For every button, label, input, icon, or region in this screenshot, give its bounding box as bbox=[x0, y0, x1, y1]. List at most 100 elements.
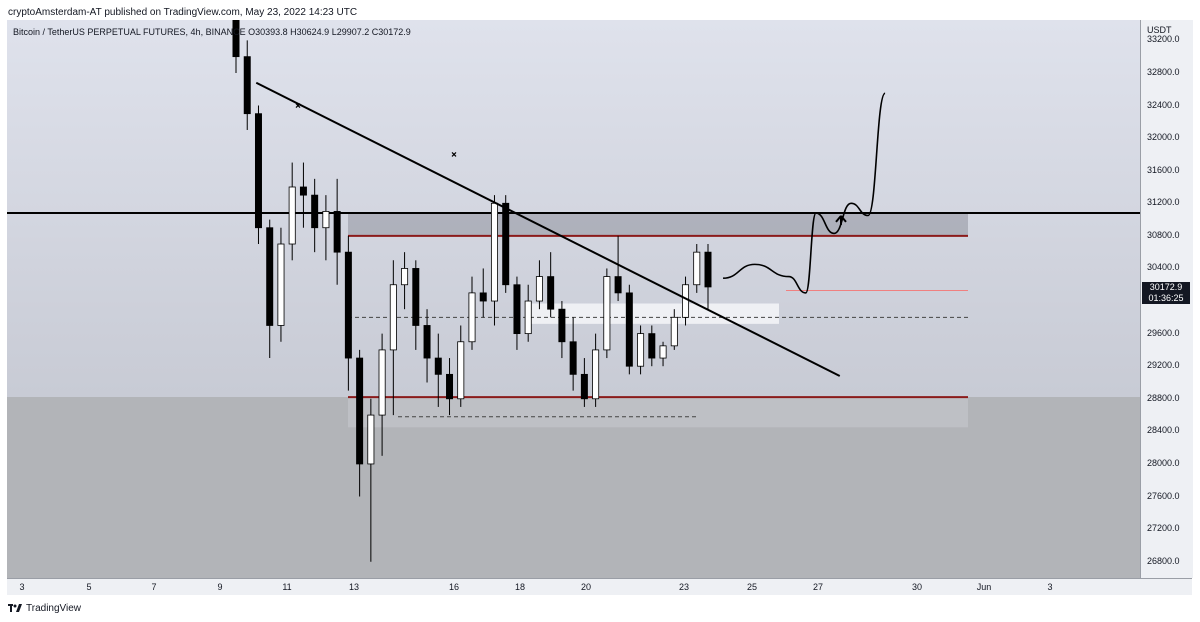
time-tick-label: 5 bbox=[86, 582, 92, 592]
candle-down bbox=[580, 373, 588, 400]
time-tick-label: 9 bbox=[217, 582, 223, 592]
candle-down bbox=[704, 251, 712, 288]
candle-down bbox=[423, 325, 431, 359]
candle-up bbox=[682, 284, 690, 318]
candle-down bbox=[243, 56, 251, 115]
candle-down bbox=[569, 341, 577, 375]
candle-up bbox=[524, 300, 532, 335]
resistance-zone bbox=[348, 213, 968, 236]
price-tick-label: 28400.0 bbox=[1147, 425, 1180, 436]
current-price-tag: 30172.9 01:36:25 bbox=[1142, 281, 1190, 304]
candle-up bbox=[659, 345, 667, 359]
time-tick-label: 11 bbox=[282, 582, 292, 592]
price-tick-label: 32000.0 bbox=[1147, 132, 1180, 143]
legend-close: C30172.9 bbox=[371, 27, 411, 37]
candle-down bbox=[344, 251, 352, 359]
price-tick-label: 27600.0 bbox=[1147, 490, 1180, 501]
candle-down bbox=[558, 308, 566, 343]
footer-brand: TradingView bbox=[26, 603, 82, 614]
candle-down bbox=[266, 227, 274, 326]
published-header: cryptoAmsterdam-AT published on TradingV… bbox=[8, 7, 358, 18]
time-tick-label: 16 bbox=[448, 582, 460, 592]
candle-down bbox=[434, 357, 442, 375]
legend-high: H30624.9 bbox=[290, 27, 330, 37]
time-tick-label: 23 bbox=[678, 582, 690, 592]
price-tick-label: 29600.0 bbox=[1147, 327, 1180, 338]
up-arrow-icon bbox=[835, 215, 847, 225]
tradingview-logo-icon bbox=[8, 603, 22, 612]
price-axis[interactable]: USDT 30172.9 01:36:25 33200.0 32800.0 3240… bbox=[1140, 20, 1193, 578]
bar-countdown: 01:36:25 bbox=[1148, 292, 1184, 303]
price-tick-label: 31200.0 bbox=[1147, 197, 1180, 208]
candle-down bbox=[648, 333, 656, 359]
candle-up bbox=[603, 276, 611, 351]
x-marker-icon bbox=[451, 151, 457, 157]
time-tick-label: 13 bbox=[348, 582, 360, 592]
candle-up bbox=[367, 414, 375, 465]
price-tick-label: 28000.0 bbox=[1147, 457, 1180, 468]
candle-up bbox=[322, 211, 330, 229]
time-tick-label: 30 bbox=[911, 582, 923, 592]
price-tick-label: 26800.0 bbox=[1147, 555, 1180, 566]
candle-down bbox=[446, 373, 454, 400]
current-price: 30172.9 bbox=[1149, 281, 1183, 292]
time-tick-label: Jun bbox=[976, 582, 992, 592]
time-tick-label: 7 bbox=[151, 582, 157, 592]
price-tick-label: 32800.0 bbox=[1147, 66, 1180, 77]
candle-down bbox=[625, 292, 633, 367]
price-tick-label: 33200.0 bbox=[1147, 34, 1180, 45]
x-marker-icon bbox=[295, 103, 301, 108]
candlestick-chart[interactable] bbox=[7, 20, 1140, 578]
candle-down bbox=[254, 113, 262, 229]
time-axis[interactable]: 3 5 7 9 11 13 16 18 20 23 25 27 30 Jun 3 bbox=[7, 578, 1192, 595]
candle-down bbox=[299, 186, 307, 196]
candle-down bbox=[479, 292, 487, 302]
projection-path bbox=[723, 92, 886, 294]
time-tick-label: 27 bbox=[812, 582, 824, 592]
candle-up bbox=[378, 349, 386, 416]
time-tick-label: 18 bbox=[514, 582, 526, 592]
candle-up bbox=[401, 268, 409, 286]
candle-down bbox=[232, 20, 240, 58]
candle-up bbox=[457, 341, 465, 400]
mid-zone bbox=[529, 303, 779, 324]
candle-up bbox=[592, 349, 600, 400]
legend-low: L29907.2 bbox=[331, 27, 370, 37]
price-tick-label: 32400.0 bbox=[1147, 99, 1180, 110]
time-tick-label: 3 bbox=[1047, 582, 1053, 592]
time-tick-label: 25 bbox=[746, 582, 758, 592]
candle-up bbox=[670, 316, 678, 347]
candle-up bbox=[637, 333, 645, 367]
price-tick-label: 31600.0 bbox=[1147, 164, 1180, 175]
candle-up bbox=[389, 284, 397, 351]
candle-down bbox=[547, 276, 555, 310]
chart-area[interactable]: Bitcoin / TetherUS PERPETUAL FUTURES, 4h… bbox=[7, 20, 1140, 578]
price-tick-label: 30400.0 bbox=[1147, 262, 1180, 273]
trend-line bbox=[255, 81, 841, 377]
candle-down bbox=[513, 284, 521, 335]
chart-legend: Bitcoin / TetherUS PERPETUAL FUTURES, 4h… bbox=[13, 27, 411, 37]
candle-up bbox=[693, 251, 701, 286]
price-axis-unit: USDT bbox=[1147, 25, 1172, 35]
candle-up bbox=[535, 276, 543, 302]
price-tick-label: 29200.0 bbox=[1147, 360, 1180, 371]
price-tick-label: 28800.0 bbox=[1147, 392, 1180, 403]
price-tick-label: 30800.0 bbox=[1147, 229, 1180, 240]
candle-down bbox=[614, 276, 622, 294]
candle-up bbox=[288, 186, 296, 245]
candle-up bbox=[490, 202, 498, 302]
candle-down bbox=[412, 268, 420, 326]
candle-down bbox=[356, 357, 364, 465]
candle-down bbox=[333, 211, 341, 253]
time-tick-label: 20 bbox=[580, 582, 592, 592]
price-tick-label: 27200.0 bbox=[1147, 523, 1180, 534]
candle-down bbox=[311, 194, 319, 229]
time-tick-label: 3 bbox=[19, 582, 25, 592]
footer: TradingView bbox=[8, 603, 81, 614]
support-zone bbox=[348, 397, 968, 428]
legend-open: O30393.8 bbox=[248, 27, 288, 37]
candle-up bbox=[277, 243, 285, 326]
legend-symbol: Bitcoin / TetherUS PERPETUAL FUTURES, 4h… bbox=[13, 27, 246, 37]
candle-down bbox=[502, 202, 510, 286]
candle-up bbox=[468, 292, 476, 343]
